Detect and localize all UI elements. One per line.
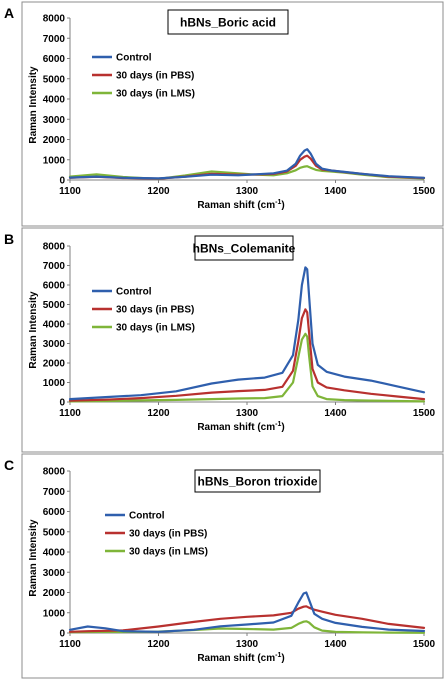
x-tick-label: 1400 xyxy=(324,186,347,197)
y-tick-label: 6000 xyxy=(43,507,66,518)
chart-panel-a: A 0 1000 2000 3000 4000 5000 6000 7000 8000 1100 12… xyxy=(4,1,444,227)
y-tick-label: 7000 xyxy=(43,34,66,45)
legend-label: 30 days (in LMS) xyxy=(129,547,208,558)
chart-title: hBNs_Boron trioxide xyxy=(197,475,317,489)
x-axis-label-close: ) xyxy=(281,653,284,664)
legend-label: 30 days (in PBS) xyxy=(116,305,194,316)
y-tick-label: 4000 xyxy=(43,320,66,331)
x-tick-label: 1300 xyxy=(236,186,259,197)
x-axis-label-superscript: -1 xyxy=(275,199,281,206)
x-tick-label: 1200 xyxy=(147,639,170,650)
y-tick-label: 1000 xyxy=(43,608,66,619)
series-line-lms xyxy=(68,332,426,403)
x-axis-label-superscript: -1 xyxy=(275,421,281,428)
y-tick-label: 3000 xyxy=(43,339,66,350)
panel-letter: B xyxy=(4,231,14,247)
x-tick-label: 1200 xyxy=(147,408,170,419)
panel-letter: C xyxy=(4,457,14,473)
y-axis-label: Raman Intensity xyxy=(28,519,39,597)
x-axis-label: Raman shift (cm-1) xyxy=(197,652,284,664)
y-tick-label: 1000 xyxy=(43,378,66,389)
panel-frame xyxy=(21,1,444,227)
series-line-pbs xyxy=(68,308,426,402)
y-tick-label: 8000 xyxy=(43,467,66,478)
y-tick-label: 7000 xyxy=(43,261,66,272)
x-tick-label: 1300 xyxy=(236,639,259,650)
x-tick-label: 1400 xyxy=(324,639,347,650)
series-line-control xyxy=(68,266,426,401)
y-tick-label: 4000 xyxy=(43,95,66,106)
legend-label: 30 days (in LMS) xyxy=(116,323,195,334)
x-axis-label-text: Raman shift (cm xyxy=(197,422,275,433)
x-axis-label-close: ) xyxy=(281,200,284,211)
x-tick-label: 1100 xyxy=(59,408,81,419)
x-axis-label-text: Raman shift (cm xyxy=(197,200,275,211)
y-tick-label: 1000 xyxy=(43,155,66,166)
panel-frame xyxy=(21,227,444,453)
y-tick-label: 5000 xyxy=(43,300,66,311)
x-tick-label: 1500 xyxy=(413,408,436,419)
legend-label: Control xyxy=(116,287,152,298)
legend-label: Control xyxy=(116,53,152,64)
y-tick-label: 3000 xyxy=(43,115,66,126)
legend-label: 30 days (in LMS) xyxy=(116,89,195,100)
x-tick-label: 1400 xyxy=(324,408,347,419)
series-line-control xyxy=(68,148,426,180)
panel-letter: A xyxy=(4,5,14,21)
x-axis-label: Raman shift (cm-1) xyxy=(197,199,284,211)
x-tick-label: 1300 xyxy=(236,408,259,419)
y-tick-label: 8000 xyxy=(43,242,66,253)
x-tick-label: 1500 xyxy=(413,186,436,197)
legend: Control 30 days (in PBS) 30 days (in LMS) xyxy=(92,287,195,334)
y-tick-label: 5000 xyxy=(43,527,66,538)
legend-label: 30 days (in PBS) xyxy=(116,71,194,82)
y-tick-label: 6000 xyxy=(43,54,66,65)
series-line-control xyxy=(68,591,426,633)
y-tick-label: 0 xyxy=(59,398,65,409)
legend: Control 30 days (in PBS) 30 days (in LMS) xyxy=(92,53,195,100)
chart-panel-c: C 0 1000 2000 3000 4000 5000 6000 7000 8000 1100 12… xyxy=(4,453,444,679)
x-axis-label-close: ) xyxy=(281,422,284,433)
y-tick-label: 3000 xyxy=(43,568,66,579)
y-tick-label: 4000 xyxy=(43,548,66,559)
y-tick-label: 2000 xyxy=(43,588,66,599)
x-tick-label: 1200 xyxy=(147,186,170,197)
y-tick-label: 5000 xyxy=(43,74,66,85)
chart-title: hBNs_Colemanite xyxy=(193,242,296,256)
legend: Control 30 days (in PBS) 30 days (in LMS) xyxy=(105,511,208,558)
legend-label: 30 days (in PBS) xyxy=(129,529,207,540)
x-tick-label: 1100 xyxy=(59,186,81,197)
y-tick-label: 2000 xyxy=(43,359,66,370)
chart-title-box xyxy=(167,9,289,35)
y-axis-label: Raman Intensity xyxy=(28,66,39,144)
chart-title-box xyxy=(194,235,294,261)
chart-title: hBNs_Boric acid xyxy=(180,16,276,30)
y-tick-label: 0 xyxy=(59,629,65,640)
y-tick-label: 2000 xyxy=(43,135,66,146)
y-tick-label: 0 xyxy=(59,176,65,187)
x-tick-label: 1100 xyxy=(59,639,81,650)
legend-label: Control xyxy=(129,511,165,522)
x-axis-label-text: Raman shift (cm xyxy=(197,653,275,664)
chart-panel-b: B 0 1000 2000 3000 4000 5000 6000 7000 8000 1100 12… xyxy=(4,227,444,453)
y-tick-label: 6000 xyxy=(43,281,66,292)
y-axis-label: Raman Intensity xyxy=(28,291,39,369)
y-tick-label: 8000 xyxy=(43,14,66,25)
y-tick-label: 7000 xyxy=(43,487,66,498)
x-axis-label-superscript: -1 xyxy=(275,652,281,659)
chart-title-box xyxy=(194,469,321,493)
x-tick-label: 1500 xyxy=(413,639,436,650)
x-axis-label: Raman shift (cm-1) xyxy=(197,421,284,433)
